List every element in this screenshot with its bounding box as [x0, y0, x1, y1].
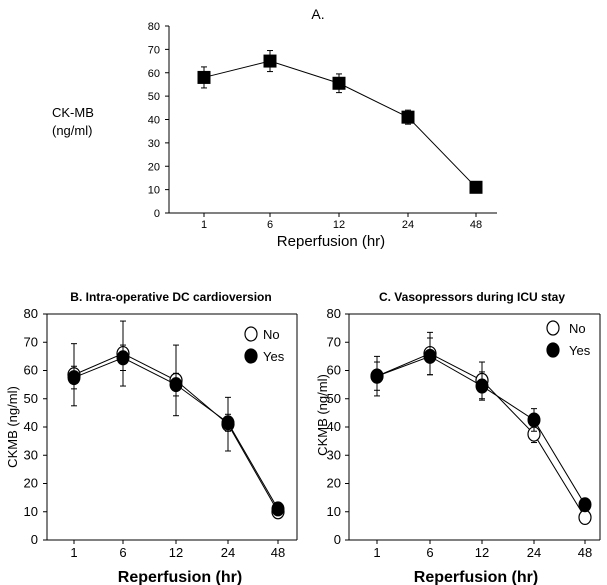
panel-c-x-ticks: 1 6 12 24 48 — [373, 540, 592, 560]
y-tick-label: 40 — [327, 419, 341, 434]
panel-a-ylabel-line-2: (ng/ml) — [52, 123, 92, 138]
panel-c-y-ticks: 0 10 20 30 40 50 60 70 80 — [327, 306, 349, 547]
y-tick-label: 0 — [154, 208, 160, 220]
data-point — [423, 348, 437, 364]
data-point — [271, 501, 285, 517]
panel-b-marks — [67, 320, 285, 520]
data-point — [263, 54, 277, 68]
y-tick-label: 60 — [24, 363, 38, 378]
panel-b-legend-yes-marker — [244, 348, 258, 364]
y-tick-label: 50 — [24, 391, 38, 406]
panel-a-y-ticks: 0 10 20 30 40 50 60 70 80 — [148, 21, 169, 220]
x-tick-label: 12 — [169, 545, 183, 560]
data-point — [469, 180, 483, 194]
y-tick-label: 50 — [148, 91, 160, 103]
y-tick-label: 80 — [327, 306, 341, 321]
y-tick-label: 40 — [148, 115, 160, 127]
x-tick-label: 24 — [221, 545, 235, 560]
x-tick-label: 48 — [271, 545, 285, 560]
x-tick-label: 1 — [70, 545, 77, 560]
y-tick-label: 70 — [24, 334, 38, 349]
panel-b-xlabel: Reperfusion (hr) — [118, 569, 242, 585]
y-tick-label: 10 — [327, 504, 341, 519]
y-tick-label: 20 — [148, 161, 160, 173]
x-tick-label: 1 — [373, 545, 380, 560]
panel-b: B. Intra-operative DC cardioversion CKMB… — [5, 290, 298, 585]
panel-c-legend: No Yes — [546, 320, 591, 358]
y-tick-label: 70 — [148, 44, 160, 56]
panel-a-ylabel-line-1: CK-MB — [52, 105, 94, 120]
data-point — [197, 70, 211, 84]
data-point — [332, 76, 346, 90]
panel-b-ylabel: CKMB (ng/ml) — [5, 386, 20, 468]
x-tick-label: 6 — [426, 545, 433, 560]
y-tick-label: 60 — [327, 363, 341, 378]
y-tick-label: 50 — [327, 391, 341, 406]
y-tick-label: 60 — [148, 68, 160, 80]
y-tick-label: 0 — [31, 532, 38, 547]
y-tick-label: 80 — [148, 21, 160, 33]
data-point — [370, 368, 384, 384]
y-tick-label: 10 — [24, 504, 38, 519]
panel-b-legend-yes-label: Yes — [263, 349, 285, 364]
x-tick-label: 1 — [201, 219, 207, 231]
panel-c-legend-no-marker — [546, 320, 560, 336]
data-point — [221, 415, 235, 431]
panel-b-y-ticks: 0 10 20 30 40 50 60 70 80 — [24, 306, 47, 547]
y-tick-label: 30 — [24, 447, 38, 462]
panel-a-title: A. — [311, 6, 324, 22]
panel-c-legend-no-label: No — [569, 321, 586, 336]
y-tick-label: 30 — [148, 138, 160, 150]
data-point — [475, 378, 489, 394]
panel-a: A. CK-MB (ng/ml) Reperfusion (hr) 0 10 20 3… — [52, 6, 497, 250]
data-point — [578, 509, 592, 526]
y-tick-label: 20 — [327, 476, 341, 491]
y-tick-label: 20 — [24, 476, 38, 491]
panel-c-xlabel: Reperfusion (hr) — [414, 569, 538, 585]
x-tick-label: 48 — [578, 545, 592, 560]
y-tick-label: 40 — [24, 419, 38, 434]
panel-a-marks — [197, 50, 483, 194]
data-point — [169, 377, 183, 393]
data-point — [116, 350, 130, 366]
data-point — [67, 370, 81, 386]
panel-c-title: C. Vasopressors during ICU stay — [379, 290, 565, 304]
y-tick-label: 30 — [327, 447, 341, 462]
panel-c: C. Vasopressors during ICU stay CKMB (ng… — [315, 290, 601, 585]
x-tick-label: 6 — [267, 219, 273, 231]
panel-b-legend-no-label: No — [263, 327, 280, 342]
x-tick-label: 12 — [475, 545, 489, 560]
panel-c-marks — [370, 331, 592, 526]
y-tick-label: 80 — [24, 306, 38, 321]
data-point — [401, 110, 415, 124]
data-point — [578, 497, 592, 513]
panel-c-legend-yes-label: Yes — [569, 343, 591, 358]
x-tick-label: 6 — [119, 545, 126, 560]
x-tick-label: 24 — [527, 545, 541, 560]
panel-b-legend: No Yes — [244, 326, 285, 364]
y-tick-label: 0 — [334, 532, 341, 547]
panel-c-legend-yes-marker — [546, 342, 560, 358]
panel-c-ylabel: CKMB (ng/ml) — [315, 374, 330, 456]
data-point — [527, 412, 541, 428]
panel-b-x-ticks: 1 6 12 24 48 — [70, 540, 285, 560]
panel-b-title: B. Intra-operative DC cardioversion — [70, 290, 271, 304]
x-tick-label: 12 — [333, 219, 345, 231]
y-tick-label: 70 — [327, 334, 341, 349]
x-tick-label: 24 — [402, 219, 414, 231]
panel-a-xlabel: Reperfusion (hr) — [277, 233, 385, 250]
x-tick-label: 48 — [470, 219, 482, 231]
panel-b-legend-no-marker — [244, 326, 258, 342]
y-tick-label: 10 — [148, 185, 160, 197]
panel-a-x-ticks: 1 6 12 24 48 — [201, 213, 482, 231]
